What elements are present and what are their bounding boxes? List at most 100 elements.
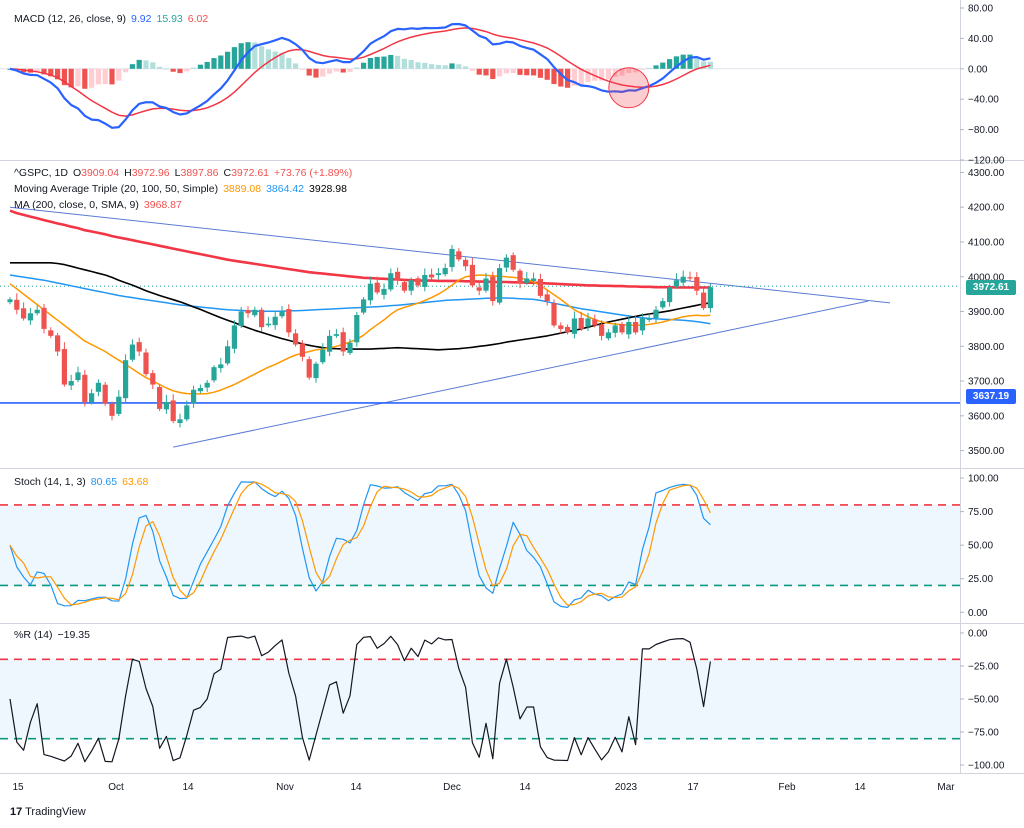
candle-body: [231, 325, 237, 349]
candle-body: [68, 381, 74, 386]
candle-body: [626, 321, 632, 335]
macd-histogram-bar: [381, 56, 387, 69]
macd-histogram-bar: [456, 64, 462, 69]
y-tick-label: −25.00: [968, 661, 999, 672]
y-tick-label: 3700.00: [968, 377, 1005, 388]
candle-body: [333, 334, 339, 336]
candle-body: [95, 382, 101, 392]
ma20-value: 3889.08: [223, 183, 262, 195]
macd-histogram-bar: [449, 63, 455, 69]
candle-body: [401, 282, 407, 291]
ma100-line: [9, 274, 711, 325]
stoch-k-value: 80.65: [90, 476, 118, 488]
candle-body: [123, 360, 129, 399]
candle-body: [75, 372, 81, 381]
candle-body: [435, 273, 441, 276]
candle-body: [469, 264, 475, 286]
x-tick-label: Nov: [276, 782, 294, 793]
macd-histogram-bar: [592, 68, 598, 81]
macd-histogram-bar: [89, 68, 95, 88]
macd-histogram-bar: [347, 68, 353, 72]
macd-hist-value: 6.02: [187, 13, 209, 25]
macd-histogram-bar: [517, 68, 523, 75]
candle-body: [592, 319, 598, 326]
macd-histogram-bar: [163, 68, 169, 70]
candle-body: [395, 271, 401, 281]
macd-histogram-bar: [184, 68, 190, 72]
candle-body: [476, 287, 482, 291]
candle-body: [14, 299, 20, 310]
macd-cross-highlight-circle: [608, 67, 650, 109]
low-value: 3897.86: [180, 167, 219, 179]
candle-body: [673, 280, 679, 287]
candle-body: [456, 251, 462, 260]
candle-body: [157, 386, 163, 409]
candle-body: [354, 315, 360, 343]
candle-body: [259, 309, 265, 328]
macd-histogram-bar: [619, 68, 625, 76]
candle-body: [48, 330, 54, 336]
macd-histogram-bar: [361, 62, 367, 69]
candle-body: [55, 335, 61, 352]
candle-body: [361, 299, 367, 313]
candle-body: [238, 311, 244, 326]
candle-body: [61, 349, 67, 385]
candle-body: [197, 388, 203, 392]
macd-histogram-bar: [694, 56, 700, 69]
stoch-d-value: 63.68: [122, 476, 149, 488]
ma200-value: 3968.87: [143, 199, 182, 211]
candle-body: [612, 325, 618, 333]
x-tick-label: 14: [854, 782, 866, 793]
symbol-name: ^GSPC, 1D: [14, 167, 68, 179]
macd-histogram-bar: [333, 68, 339, 72]
candle-body: [381, 288, 387, 295]
ma50-line: [10, 261, 711, 351]
macd-histogram-bar: [231, 47, 237, 69]
candle-body: [163, 401, 169, 410]
macd-histogram-bar: [646, 67, 652, 69]
macd-histogram-bar: [605, 68, 611, 80]
candle-body: [694, 277, 700, 291]
candle-body: [565, 326, 571, 333]
candle-body: [544, 294, 550, 302]
y-tick-label: −80.00: [968, 125, 999, 136]
candle-body: [660, 301, 666, 308]
candle-body: [667, 287, 673, 303]
candle-body: [639, 318, 645, 331]
stoch-d-line: [9, 481, 711, 606]
candle-body: [463, 259, 469, 267]
candle-body: [82, 374, 88, 402]
x-tick-label: 17: [687, 782, 699, 793]
candle-body: [701, 292, 707, 309]
candle-body: [89, 393, 95, 403]
macd-histogram-bar: [653, 65, 659, 69]
last-price-label: 3972.61: [966, 280, 1016, 295]
candle-body: [578, 317, 584, 329]
candle-body: [558, 325, 564, 329]
candle-body: [517, 270, 523, 284]
macd-histogram-bar: [463, 66, 469, 69]
y-tick-label: 4100.00: [968, 237, 1005, 248]
x-tick-label: Dec: [443, 782, 461, 793]
ma50-value: 3928.98: [309, 183, 347, 195]
macd-histogram-bar: [687, 54, 693, 69]
macd-histogram-bar: [225, 51, 231, 69]
macd-histogram-bar: [143, 60, 149, 69]
stoch-legend: Stoch (14, 1, 3) 80.65 63.68: [14, 476, 153, 489]
macd-histogram-bar: [245, 42, 251, 69]
macd-histogram-bar: [340, 68, 346, 73]
candle-body: [204, 382, 210, 388]
ma-triple-name: Moving Average Triple (20, 100, 50, Simp…: [14, 183, 219, 195]
macd-histogram-bar: [388, 54, 394, 69]
candle-body: [680, 276, 686, 283]
y-tick-label: 4200.00: [968, 203, 1005, 214]
candle-body: [442, 268, 448, 275]
x-tick-label: 14: [182, 782, 194, 793]
macd-histogram-bar: [429, 64, 435, 69]
candle-body: [7, 299, 13, 303]
candle-body: [245, 310, 251, 314]
macd-histogram-bar: [374, 56, 380, 69]
y-tick-label: 50.00: [968, 541, 993, 552]
candle-body: [619, 323, 625, 333]
